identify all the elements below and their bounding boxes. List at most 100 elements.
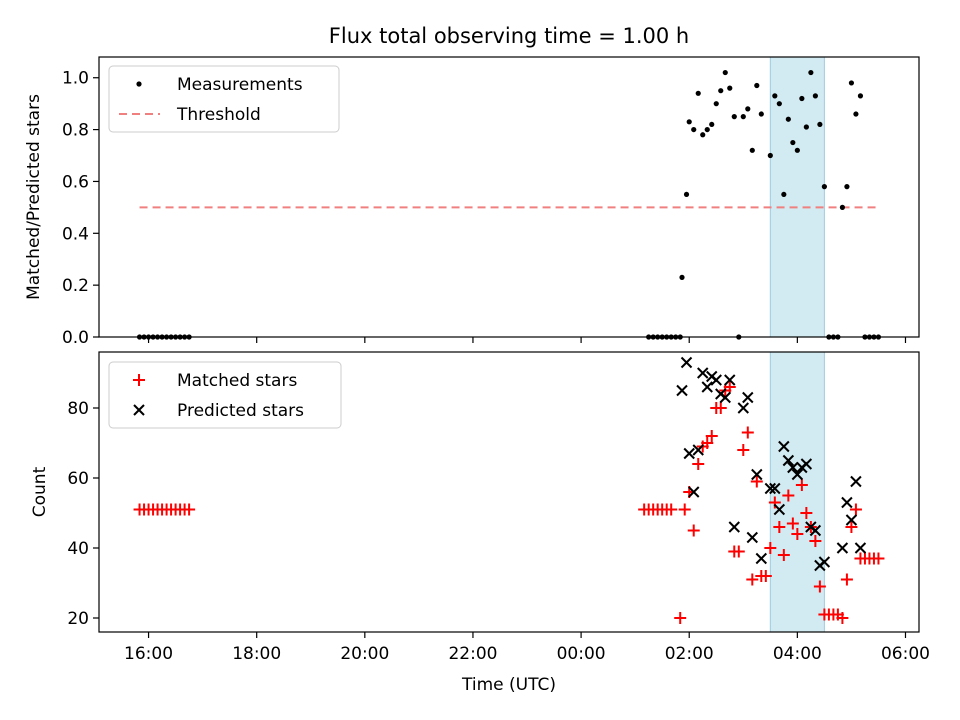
matched-star-point: [692, 458, 705, 470]
measurement-point: [679, 274, 685, 280]
measurement-point: [812, 93, 818, 99]
predicted-star-point: [719, 391, 731, 404]
measurement-point: [713, 101, 719, 107]
matched-star-point: [741, 426, 754, 439]
predicted-star-point: [800, 458, 813, 470]
matched-star-point: [723, 381, 736, 393]
predicted-star-point: [841, 496, 853, 509]
y-tick-label: 0.8: [62, 121, 89, 141]
matched-stars-points: [133, 381, 885, 624]
measurement-point: [691, 126, 697, 133]
matched-star-point: [836, 612, 849, 624]
matched-star-point: [714, 402, 727, 414]
matched-star-point: [759, 570, 772, 582]
measurement-point: [740, 114, 746, 120]
matched-star-point: [674, 612, 687, 624]
top-y-axis-label: Matched/Predicted stars: [24, 94, 44, 300]
x-tick-label: 16:00: [124, 644, 173, 664]
predicted-star-point: [710, 374, 722, 386]
matched-star-point: [183, 503, 196, 516]
measurement-point: [727, 85, 733, 91]
measurement-point: [821, 184, 827, 190]
top-highlight-span: [769, 56, 825, 338]
measurement-point: [853, 111, 859, 117]
measurement-point: [695, 90, 701, 96]
matched-star-point: [768, 496, 781, 509]
measurement-point: [772, 93, 778, 99]
measurement-point: [799, 95, 805, 102]
predicted-star-point: [755, 552, 768, 565]
measurement-point: [803, 124, 809, 130]
measurement-point: [709, 121, 715, 128]
measurement-point: [790, 139, 796, 146]
predicted-star-point: [836, 542, 849, 554]
predicted-star-point: [773, 503, 786, 516]
matched-star-point: [809, 535, 822, 547]
predicted-star-point: [742, 391, 754, 404]
matched-star-point: [764, 542, 777, 554]
predicted-star-point: [769, 482, 781, 495]
measurement-point: [731, 114, 737, 120]
predicted-star-point: [854, 542, 867, 554]
predicted-star-point: [778, 440, 790, 453]
matched-star-point: [800, 507, 813, 519]
predicted-star-point: [809, 524, 822, 537]
bottom-legend: Matched stars Predicted stars: [108, 361, 342, 429]
bottom-y-axis-label: Count: [30, 466, 50, 517]
x-tick-label: 02:00: [665, 644, 714, 664]
predicted-star-point: [728, 521, 740, 533]
measurement-point: [722, 69, 728, 76]
measurement-point: [683, 191, 690, 198]
x-axis-label: Time (UTC): [461, 675, 556, 695]
bottom-x-ticks: 16:00 18:00 20:00 22:00 00:00 02:00 04:00 06:00: [124, 632, 930, 664]
top-y-ticks: 0.0 0.2 0.4 0.6 0.8 1.0: [62, 69, 99, 348]
y-tick-label: 0.6: [62, 172, 89, 192]
y-tick-label: 20: [67, 609, 89, 629]
matched-star-point: [732, 545, 745, 558]
x-tick-label: 22:00: [448, 644, 497, 664]
legend-threshold-label: Threshold: [176, 105, 261, 125]
top-legend: Measurements Threshold: [108, 65, 340, 133]
measurement-point: [848, 80, 855, 86]
measurement-point: [686, 119, 692, 125]
predicted-star-point: [818, 556, 831, 568]
x-tick-label: 00:00: [557, 644, 606, 664]
predicted-star-point: [845, 514, 858, 526]
bottom-axes-frame: [98, 351, 920, 633]
predicted-star-point: [764, 482, 777, 495]
matched-star-point: [701, 437, 714, 449]
matched-star-point: [849, 503, 862, 516]
measurement-point: [839, 204, 846, 210]
measurement-point: [785, 116, 791, 122]
y-tick-label: 0.0: [62, 328, 89, 348]
matched-star-point: [777, 549, 790, 561]
measurement-point: [758, 111, 764, 117]
predicted-star-point: [737, 402, 749, 414]
predicted-star-point: [787, 461, 799, 474]
measurement-point: [857, 93, 864, 99]
measurement-point: [844, 184, 850, 190]
measurement-point: [749, 147, 755, 153]
y-tick-label: 80: [67, 399, 89, 419]
y-tick-label: 40: [67, 539, 89, 559]
matched-star-point: [840, 573, 853, 586]
matched-star-point: [678, 503, 691, 516]
measurement-point: [808, 69, 814, 76]
matched-star-point: [782, 489, 795, 502]
predicted-star-point: [683, 447, 695, 460]
measurement-point: [700, 132, 706, 138]
top-axes-frame: [98, 56, 920, 338]
predicted-star-point: [724, 374, 736, 386]
bottom-legend-box: [108, 361, 342, 429]
predicted-star-point: [782, 454, 795, 467]
y-tick-label: 0.2: [62, 276, 89, 296]
y-tick-label: 0.4: [62, 224, 89, 244]
measurement-point: [781, 191, 787, 198]
matched-star-point: [746, 573, 759, 586]
matched-star-point: [737, 444, 750, 456]
measurement-point: [794, 147, 800, 153]
matched-star-point: [705, 430, 718, 442]
measurement-point: [776, 101, 782, 107]
predicted-star-point: [680, 356, 693, 369]
